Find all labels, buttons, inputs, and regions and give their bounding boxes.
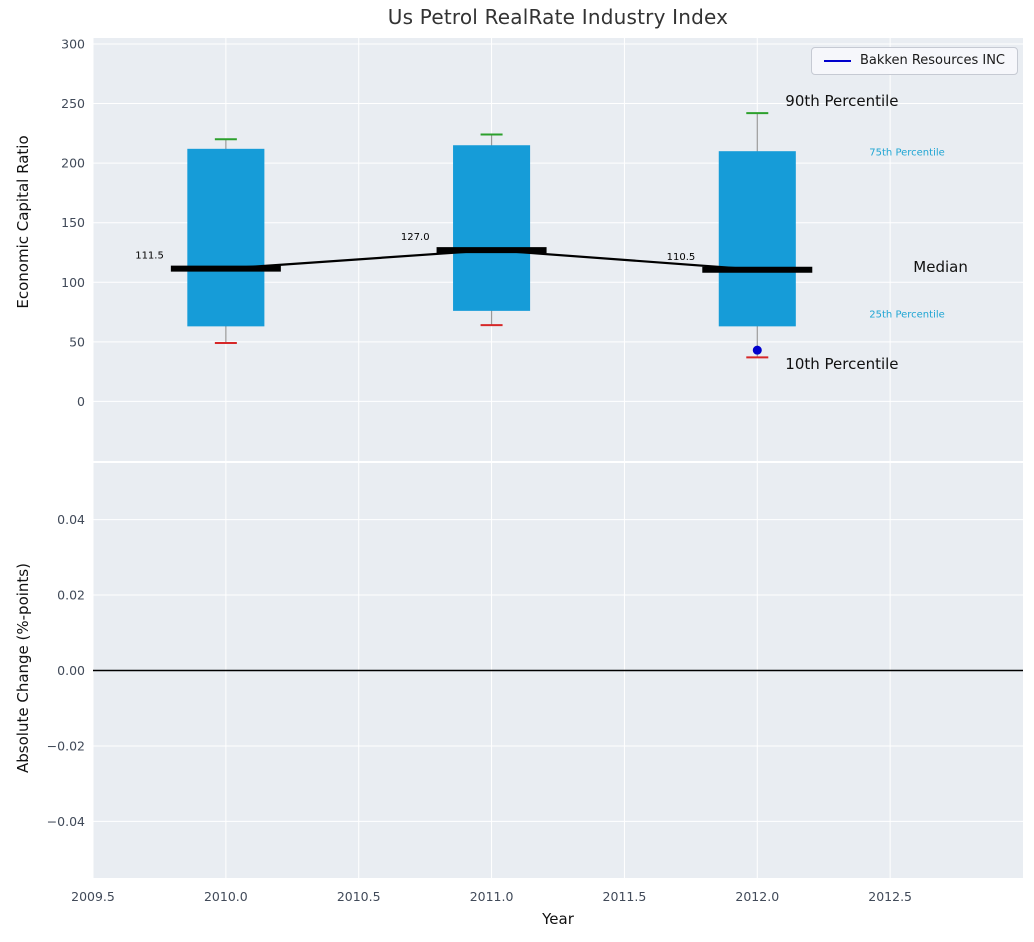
company-point — [752, 345, 762, 355]
y-tick-label: 250 — [61, 96, 85, 111]
annotation-median: Median — [913, 257, 968, 276]
y-tick-label: −0.04 — [47, 814, 85, 829]
y-tick-label: 0 — [77, 394, 85, 409]
y-tick-label: 300 — [61, 36, 85, 51]
iqr-box — [187, 148, 265, 327]
iqr-box — [453, 145, 531, 311]
median-value-label: 111.5 — [135, 251, 164, 262]
median-value-label: 110.5 — [667, 252, 696, 263]
y-tick-label: 0.00 — [57, 663, 85, 678]
x-tick-label: 2011.5 — [603, 889, 647, 904]
y-tick-label: 50 — [69, 334, 85, 349]
y-tick-label: 200 — [61, 156, 85, 171]
chart-title: Us Petrol RealRate Industry Index — [387, 5, 729, 29]
x-tick-label: 2011.0 — [470, 889, 514, 904]
y-axis-label-bottom: Absolute Change (%-points) — [14, 563, 32, 773]
annotation-25th-percentile: 25th Percentile — [869, 309, 945, 321]
legend-line-sample — [823, 59, 851, 62]
y-tick-label: 100 — [61, 275, 85, 290]
x-tick-label: 2010.0 — [204, 889, 248, 904]
iqr-box — [718, 151, 796, 327]
y-tick-label: 0.02 — [57, 588, 85, 603]
x-tick-label: 2010.5 — [337, 889, 381, 904]
x-tick-label: 2012.0 — [735, 889, 779, 904]
y-tick-label: 150 — [61, 215, 85, 230]
x-tick-label: 2009.5 — [71, 889, 115, 904]
annotation-90th-percentile: 90th Percentile — [785, 92, 899, 111]
legend-label: Bakken Resources INC — [859, 53, 1005, 68]
annotation-10th-percentile: 10th Percentile — [785, 355, 899, 374]
y-axis-label-top: Economic Capital Ratio — [14, 135, 32, 309]
x-axis-label: Year — [542, 910, 574, 928]
legend: Bakken Resources INC — [810, 47, 1018, 75]
annotation-75th-percentile: 75th Percentile — [869, 147, 945, 159]
median-value-label: 127.0 — [401, 232, 430, 243]
y-tick-label: −0.02 — [47, 738, 85, 753]
y-tick-label: 0.04 — [57, 512, 85, 527]
x-tick-label: 2012.5 — [868, 889, 912, 904]
